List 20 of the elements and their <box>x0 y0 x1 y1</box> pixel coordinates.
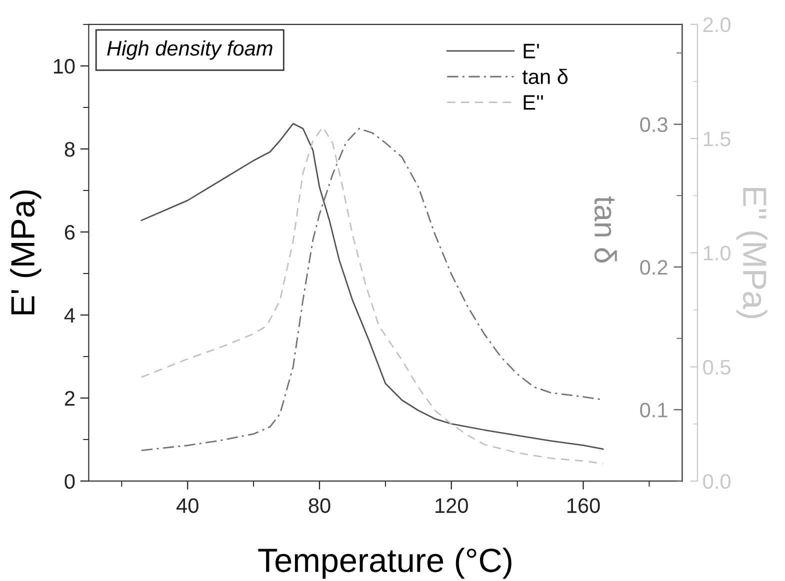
y2-axis-title: tan δ <box>594 196 617 263</box>
annotation: High density foam <box>107 40 272 60</box>
y2-tick-label: 0.3 <box>640 117 668 132</box>
x-tick-label: 40 <box>176 498 198 514</box>
x-axis-title: Temperature (°C) <box>258 548 512 579</box>
y-tick-label: 0 <box>64 474 75 489</box>
y-tick-label: 2 <box>64 391 74 406</box>
legend-label: E' <box>524 44 539 58</box>
y-tick-label: 6 <box>64 224 75 240</box>
legend-label: E'' <box>524 95 543 110</box>
y-tick-label: 8 <box>64 142 75 157</box>
y-tick-label: 4 <box>64 308 75 323</box>
y-tick-label: 10 <box>54 58 75 74</box>
y2-tick-label: 0.2 <box>640 260 668 275</box>
x-tick-label: 160 <box>567 498 600 514</box>
x-tick-label: 80 <box>308 498 330 514</box>
y2-tick-label: 0.1 <box>640 402 668 418</box>
legend-label: tan δ <box>522 68 568 84</box>
x-tick-label: 120 <box>436 498 468 514</box>
y-axis-title: E' (MPa) <box>10 190 42 314</box>
